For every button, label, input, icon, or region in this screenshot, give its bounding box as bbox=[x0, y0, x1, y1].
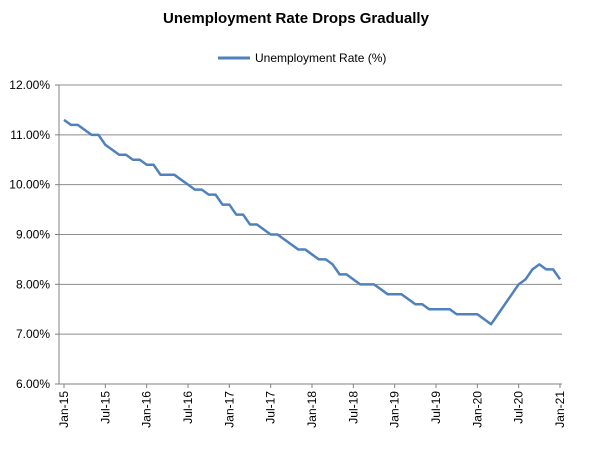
y-tick-label: 7.00% bbox=[16, 327, 50, 341]
chart-title: Unemployment Rate Drops Gradually bbox=[163, 10, 430, 27]
x-tick-label: Jan-15 bbox=[57, 391, 71, 428]
x-tick-label: Jan-16 bbox=[140, 391, 154, 428]
y-tick-label: 11.00% bbox=[10, 128, 50, 142]
x-tick-label: Jul-18 bbox=[346, 391, 360, 424]
y-tick-label: 9.00% bbox=[16, 228, 50, 242]
y-tick-label: 10.00% bbox=[9, 178, 50, 192]
legend-label: Unemployment Rate (%) bbox=[255, 51, 386, 65]
x-axis-ticks: Jan-15 Jul-15 Jan-16 Jul-16 Jan-17 Jul-17 Jan-… bbox=[57, 384, 567, 428]
x-tick-label: Jul-20 bbox=[512, 391, 526, 424]
legend: Unemployment Rate (%) bbox=[218, 51, 386, 65]
x-tick-label: Jan-20 bbox=[470, 391, 484, 428]
y-tick-label: 6.00% bbox=[16, 377, 50, 391]
series bbox=[63, 118, 562, 326]
y-tick-label: 8.00% bbox=[16, 277, 50, 291]
x-tick-label: Jul-17 bbox=[264, 391, 278, 424]
x-tick-label: Jul-19 bbox=[429, 391, 443, 424]
y-tick-label: 12.00% bbox=[9, 78, 50, 92]
gridlines bbox=[59, 84, 562, 335]
x-tick-label: Jan-17 bbox=[222, 391, 236, 428]
x-tick-label: Jan-18 bbox=[305, 391, 319, 428]
x-tick-label: Jan-21 bbox=[553, 391, 567, 428]
x-tick-label: Jan-19 bbox=[388, 391, 402, 428]
y-axis-ticks: 12.00% 11.00% 10.00% 9.00% 8.00% 7.00% 6.00% bbox=[9, 78, 59, 391]
series-line bbox=[63, 118, 562, 326]
x-tick-label: Jul-15 bbox=[98, 391, 112, 424]
x-tick-label: Jul-16 bbox=[181, 391, 195, 424]
